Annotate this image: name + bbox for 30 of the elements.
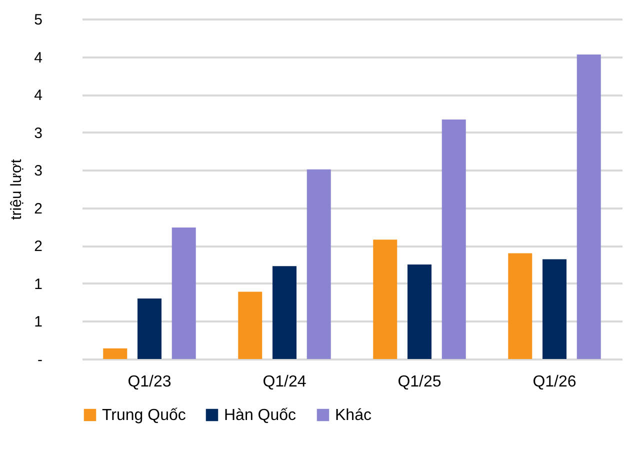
y-axis-title: triệu lượt — [8, 158, 26, 220]
bar — [272, 266, 296, 359]
y-tick-label: 4 — [34, 49, 42, 66]
y-tick-label: 1 — [34, 276, 42, 293]
bar — [442, 119, 466, 359]
bar — [373, 240, 398, 359]
y-tick-label: 3 — [34, 162, 42, 180]
y-tick-label: 2 — [34, 200, 42, 218]
y-tick-label: 1 — [34, 314, 42, 331]
y-tick-label: 5 — [34, 12, 42, 28]
bar — [172, 228, 196, 359]
x-tick-label: Q1/24 — [262, 374, 306, 390]
x-tick-label: Q1/26 — [532, 374, 576, 390]
y-tick-label: - — [38, 352, 42, 368]
bar — [103, 348, 128, 359]
bar — [138, 298, 162, 359]
bar — [542, 259, 566, 359]
y-tick-label: 3 — [34, 124, 42, 142]
legend-label: Khác — [335, 407, 372, 424]
y-tick-label: 2 — [34, 238, 42, 256]
bar — [576, 54, 601, 359]
x-tick-label: Q1/23 — [128, 374, 172, 390]
bar — [508, 253, 532, 359]
bar — [408, 264, 432, 359]
bar — [306, 169, 331, 359]
legend-label: Hàn Quốc — [224, 407, 296, 424]
legend-label: Trung Quốc — [102, 407, 186, 424]
y-tick-label: 4 — [34, 87, 42, 104]
x-tick-label: Q1/25 — [398, 374, 442, 390]
bar — [238, 292, 262, 359]
